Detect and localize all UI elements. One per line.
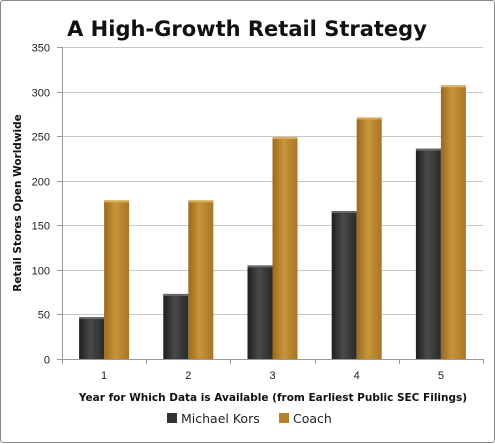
x-axis-title: Year for Which Data is Available (from E… (78, 392, 467, 404)
bar-top-highlight (188, 200, 214, 203)
chart-title: A High-Growth Retail Strategy (67, 17, 427, 41)
legend-swatch-coach (279, 413, 289, 423)
bar-top-highlight (356, 117, 382, 120)
bar-michael-kors (331, 211, 357, 359)
y-tick-label: 100 (32, 266, 50, 278)
x-tick-label: 5 (438, 370, 444, 382)
bars (79, 85, 466, 360)
x-tick-labels: 1 2 3 4 5 (101, 370, 444, 382)
bar-top-highlight (272, 137, 298, 140)
y-tick-label: 250 (32, 132, 50, 144)
bar-top-highlight (104, 200, 130, 203)
legend: Michael Kors Coach (167, 411, 332, 426)
x-tick-label: 3 (269, 370, 275, 382)
bar-michael-kors (79, 317, 105, 359)
bar-michael-kors (415, 148, 441, 359)
y-tick-label: 200 (32, 177, 50, 189)
axes (57, 47, 484, 364)
x-tick-label: 2 (185, 370, 191, 382)
bar-top-highlight (79, 317, 105, 320)
y-tick-label: 150 (32, 221, 50, 233)
bar-top-highlight (440, 85, 466, 88)
legend-label-coach: Coach (293, 411, 332, 426)
x-tick-label: 1 (101, 370, 107, 382)
legend-label-michael-kors: Michael Kors (181, 411, 260, 426)
y-axis-title: Retail Stores Open Worldwide (12, 114, 24, 292)
bar-top-highlight (331, 211, 357, 214)
y-tick-label: 300 (32, 88, 50, 100)
bar-top-highlight (415, 148, 441, 151)
y-tick-label: 50 (38, 310, 50, 322)
y-tick-label: 0 (44, 355, 50, 367)
bar-coach (440, 85, 466, 360)
bar-coach (188, 200, 214, 359)
y-tick-labels: 0 50 100 150 200 250 300 350 (32, 43, 50, 367)
bar-michael-kors (247, 265, 273, 359)
bar-michael-kors (163, 293, 189, 359)
bar-top-highlight (163, 293, 189, 296)
legend-swatch-michael-kors (167, 413, 177, 423)
bar-coach (356, 117, 382, 360)
bar-coach (272, 137, 298, 359)
bar-top-highlight (247, 265, 273, 268)
y-tick-label: 350 (32, 43, 50, 55)
bar-coach (104, 200, 130, 359)
x-tick-label: 4 (354, 370, 360, 382)
